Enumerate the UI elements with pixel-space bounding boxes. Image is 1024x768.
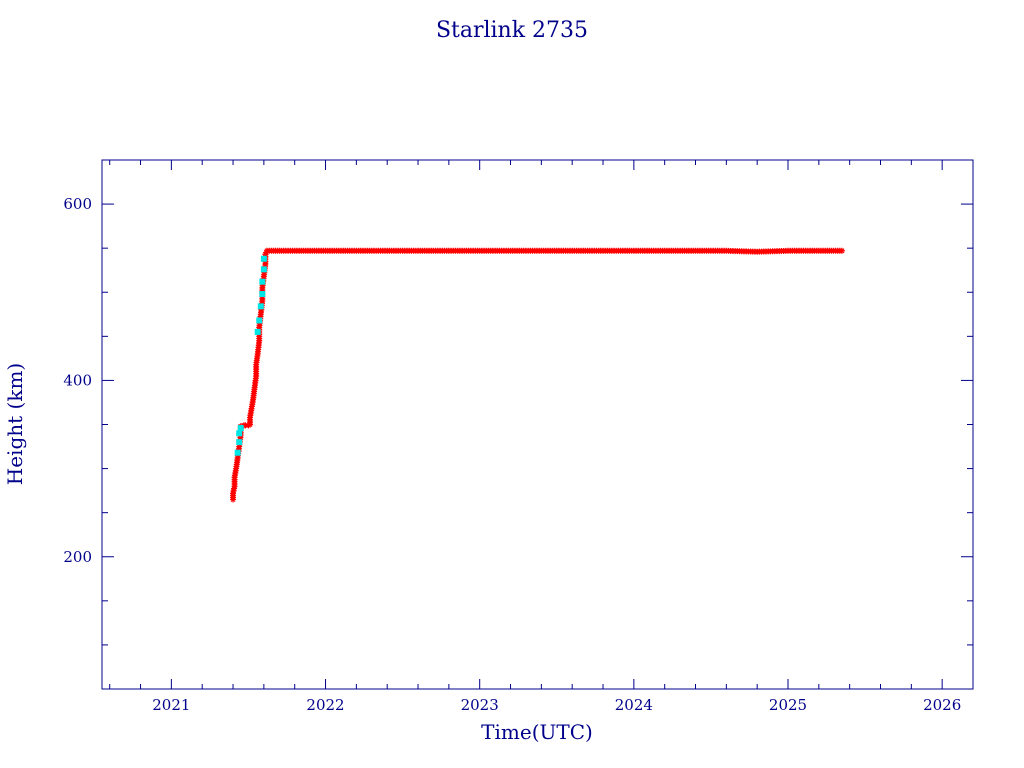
x-tick-label: 2021 — [152, 696, 190, 714]
y-tick-label: 600 — [63, 195, 92, 213]
tick-labels: 2021 2022 2023 2024 2025 2026 200 400 600 — [63, 195, 961, 714]
data-point-secondary — [236, 439, 243, 446]
data-point-secondary — [256, 317, 263, 324]
y-tick-label: 200 — [63, 548, 92, 566]
x-tick-label: 2022 — [306, 696, 344, 714]
data-point-secondary — [259, 291, 266, 298]
data-point-secondary — [236, 430, 243, 437]
data-point — [242, 422, 249, 429]
data-points — [230, 247, 845, 503]
data-point-secondary — [237, 425, 244, 432]
data-point-secondary — [234, 449, 241, 456]
data-point-secondary — [259, 278, 266, 285]
data-point-secondary — [260, 266, 267, 273]
x-tick-label: 2023 — [461, 696, 499, 714]
x-tick-label: 2024 — [615, 696, 653, 714]
data-point-secondary — [257, 303, 264, 310]
data-point — [263, 249, 270, 256]
x-tick-label: 2025 — [769, 696, 807, 714]
x-tick-label: 2026 — [923, 696, 961, 714]
data-point-secondary — [260, 255, 267, 262]
data-point — [838, 247, 845, 254]
y-axis-label: Height (km) — [3, 363, 27, 485]
x-axis-label: Time(UTC) — [481, 720, 593, 744]
plot-frame — [101, 159, 974, 690]
chart-title: Starlink 2735 — [436, 18, 588, 43]
axis-ticks — [102, 159, 974, 690]
data-point — [262, 251, 269, 258]
y-tick-label: 400 — [63, 371, 92, 389]
data-point-secondary — [254, 328, 261, 335]
